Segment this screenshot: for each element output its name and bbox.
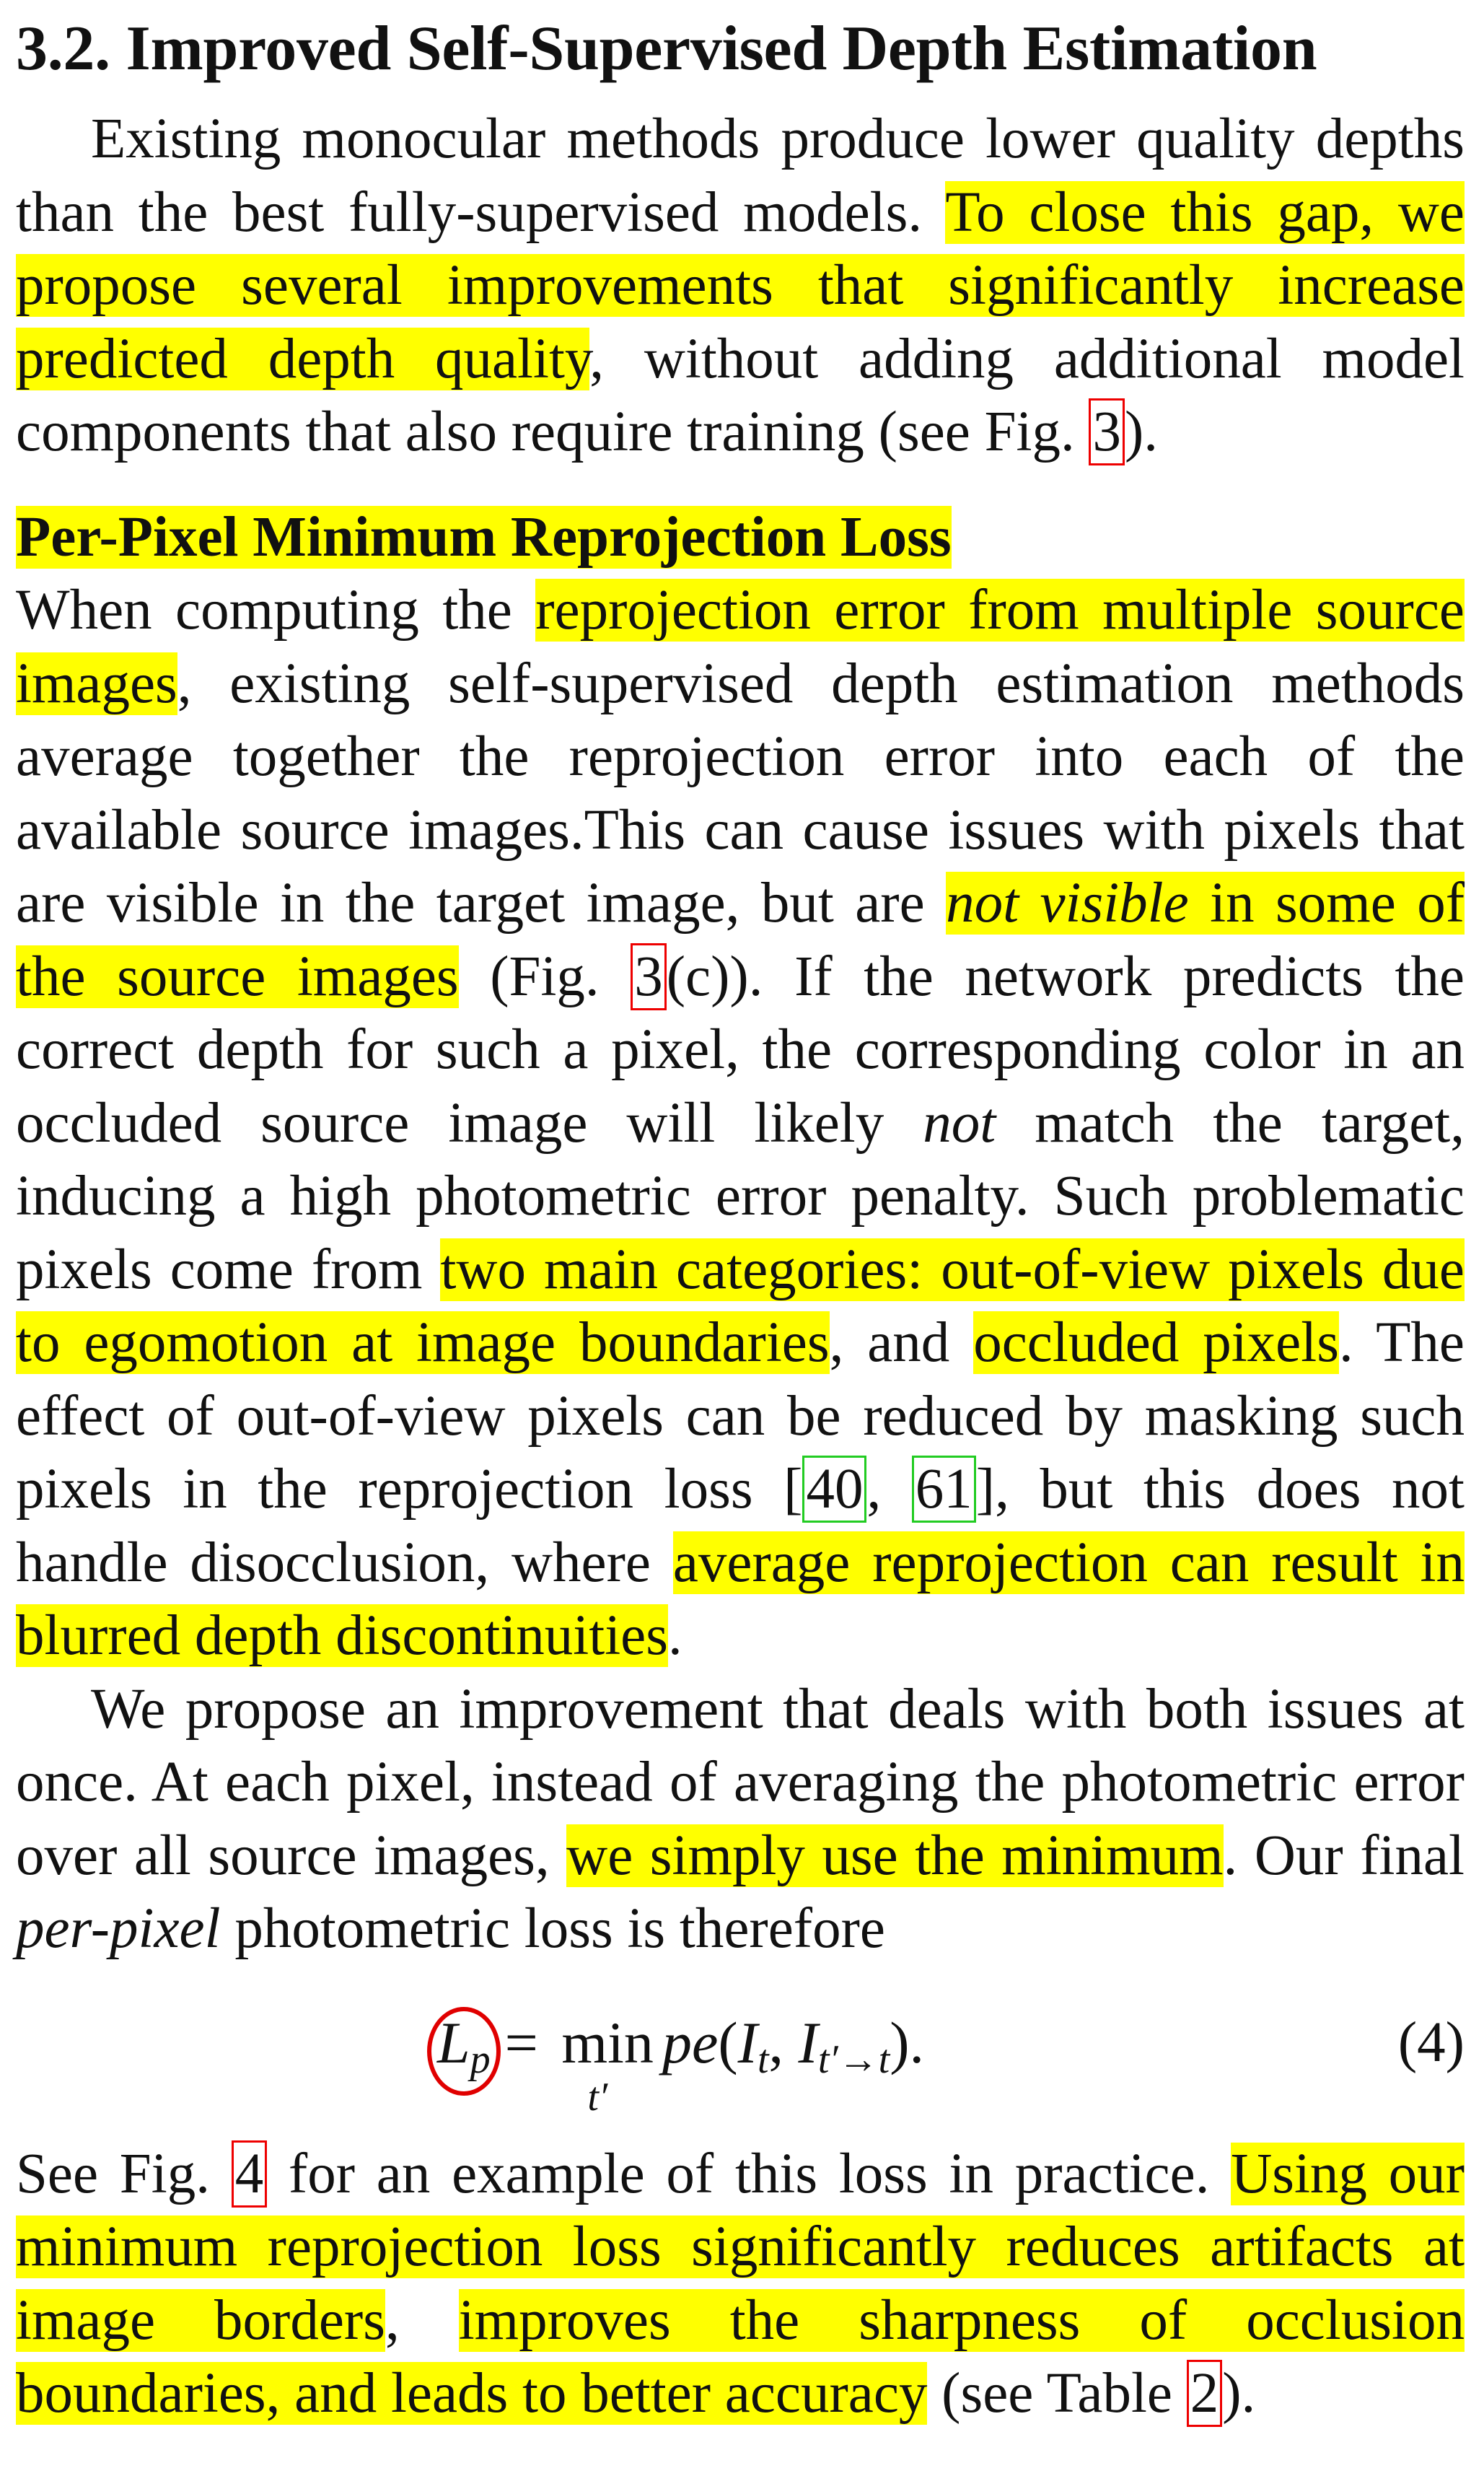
highlight: we simply use the minimum: [566, 1824, 1224, 1887]
highlight: occluded pixels: [973, 1311, 1339, 1374]
citation-link[interactable]: 61: [911, 1456, 976, 1523]
equation-body: Lp = min t′ pe(It, It′→t).: [427, 2006, 924, 2120]
figure-ref[interactable]: 4: [231, 2140, 268, 2208]
figure-ref[interactable]: 3: [1089, 398, 1125, 465]
section-title: 3.2. Improved Self-Supervised Depth Esti…: [16, 14, 1317, 84]
table-ref[interactable]: 2: [1186, 2360, 1223, 2427]
lp-circle-annotation: Lp: [427, 2006, 501, 2096]
paragraph-2: We propose an improvement that deals wit…: [16, 1677, 1465, 1961]
intro-paragraph: Existing monocular methods produce lower…: [16, 102, 1465, 469]
equation-number: (4): [1397, 2011, 1465, 2074]
paragraph-3: See Fig. 4 for an example of this loss i…: [16, 2138, 1465, 2431]
citation-link[interactable]: 40: [802, 1456, 867, 1523]
min-operator: min t′: [561, 2009, 654, 2120]
figure-ref[interactable]: 3: [631, 942, 667, 1010]
subheading: Per-Pixel Minimum Reprojection Loss: [16, 505, 952, 569]
paragraph-1: When computing the reprojection error fr…: [16, 579, 1465, 1667]
paper-page: 3.2. Improved Self-Supervised Depth Esti…: [16, 0, 1465, 2431]
equation-4: Lp = min t′ pe(It, It′→t). (4): [16, 1980, 1465, 2138]
